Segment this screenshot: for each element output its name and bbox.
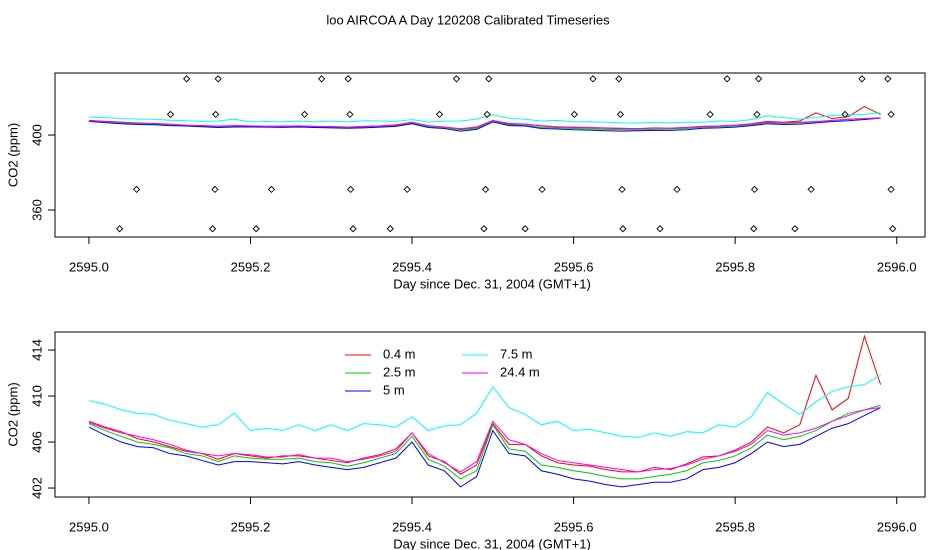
x-tick-label: 2595.2	[231, 259, 271, 274]
legend-label: 2.5 m	[383, 364, 416, 379]
point	[435, 110, 444, 119]
point	[673, 185, 681, 194]
plot-area	[88, 334, 882, 488]
x-tick-label: 2595.2	[231, 519, 271, 534]
legend-label: 0.4 m	[383, 346, 416, 361]
x-tick-label: 2595.6	[554, 259, 594, 274]
x-tick-label: 2595.4	[392, 519, 432, 534]
point	[618, 185, 626, 194]
point	[317, 75, 326, 83]
point	[807, 185, 815, 194]
point	[589, 75, 597, 83]
series-line	[88, 117, 881, 130]
point	[841, 110, 849, 119]
y-tick-label: 406	[29, 431, 44, 453]
x-tick-label: 2596.0	[877, 259, 917, 274]
point	[656, 225, 664, 233]
legend-label: 24.4 m	[500, 364, 540, 379]
x-axis-label: Day since Dec. 31, 2004 (GMT+1)	[393, 276, 591, 291]
x-tick-label: 2595.0	[69, 259, 109, 274]
series-line	[88, 117, 881, 131]
y-tick-label: 400	[29, 124, 44, 146]
point	[349, 225, 357, 233]
point	[183, 75, 191, 83]
y-axis-label: CO2 (ppm)	[5, 123, 20, 187]
point	[212, 110, 220, 119]
series-line	[88, 404, 881, 480]
x-axis-label: Day since Dec. 31, 2004 (GMT+1)	[393, 536, 591, 550]
x-tick-label: 2595.0	[69, 519, 109, 534]
series-line	[88, 334, 882, 475]
point	[791, 225, 799, 233]
point	[300, 110, 309, 119]
point	[615, 75, 623, 83]
point	[619, 225, 627, 233]
point	[706, 110, 714, 119]
point	[723, 75, 731, 83]
y-tick-label: 402	[29, 477, 44, 499]
point	[616, 110, 625, 119]
y-tick-label: 414	[29, 339, 44, 361]
point	[208, 225, 217, 233]
x-tick-label: 2595.8	[715, 519, 755, 534]
series-line	[88, 117, 881, 132]
point	[858, 75, 866, 83]
point	[483, 110, 491, 119]
point	[166, 110, 175, 119]
legend-label: 5 m	[383, 382, 405, 397]
point	[344, 75, 352, 83]
y-tick-label: 410	[29, 385, 44, 407]
x-tick-label: 2595.8	[715, 259, 755, 274]
point	[267, 185, 276, 194]
point	[754, 75, 763, 83]
x-tick-label: 2595.4	[392, 259, 432, 274]
point	[115, 225, 124, 233]
y-tick-label: 360	[29, 199, 44, 221]
point	[132, 185, 141, 194]
series-line	[88, 374, 881, 438]
legend-label: 7.5 m	[500, 346, 533, 361]
chart-title: loo AIRCOA A Day 120208 Calibrated Times…	[326, 12, 610, 27]
point	[887, 110, 895, 119]
point	[211, 185, 219, 194]
point	[889, 225, 897, 233]
point	[452, 75, 461, 83]
point	[538, 185, 546, 194]
x-tick-label: 2595.6	[554, 519, 594, 534]
point	[750, 185, 759, 194]
plot-area	[88, 75, 897, 233]
point	[521, 225, 529, 233]
series-line	[88, 407, 881, 488]
series-line	[88, 407, 881, 473]
point	[386, 225, 394, 233]
point	[480, 225, 488, 233]
point	[347, 185, 355, 194]
point	[570, 110, 579, 119]
point	[346, 110, 354, 119]
point	[750, 225, 758, 233]
plot-frame	[54, 72, 926, 238]
point	[252, 225, 260, 233]
x-tick-label: 2596.0	[877, 519, 917, 534]
point	[753, 110, 761, 119]
y-axis-label: CO2 (ppm)	[5, 382, 20, 446]
point	[403, 185, 411, 194]
point	[884, 75, 892, 83]
point	[214, 75, 222, 83]
point	[481, 185, 490, 194]
point	[887, 185, 895, 194]
point	[485, 75, 493, 83]
series-line	[88, 112, 881, 124]
plot-frame	[54, 331, 926, 498]
